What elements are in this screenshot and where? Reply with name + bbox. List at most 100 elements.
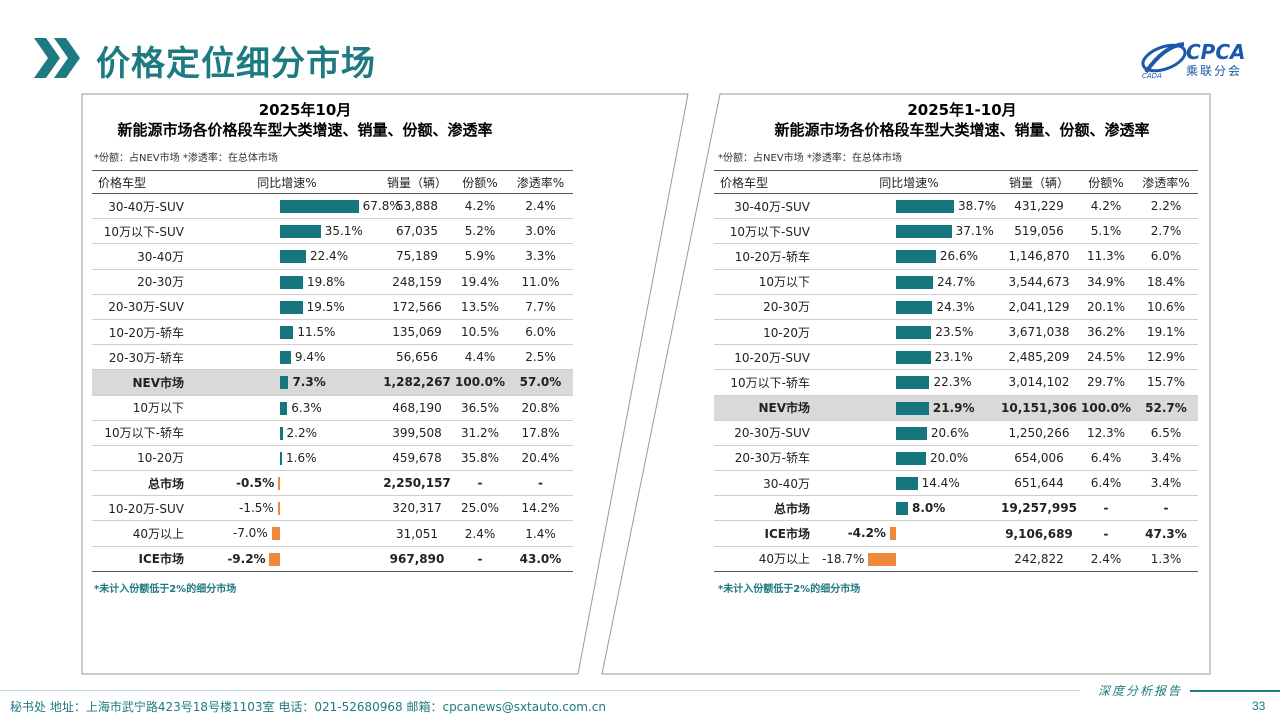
panel-title-year: 2025年1-10月	[907, 101, 1017, 119]
col-header: 渗透率%	[1134, 170, 1198, 194]
growth-label: 2.2%	[286, 425, 318, 440]
table-row: 10万以下 24.7% 3,544,673 34.9% 18.4%	[714, 269, 1198, 295]
share-value: 31.2%	[452, 420, 508, 446]
growth-cell: 38.7%	[818, 193, 1000, 220]
segment-name: 20-30万-轿车	[714, 445, 818, 472]
growth-bar-positive	[280, 250, 306, 264]
table-row: 10-20万 23.5% 3,671,038 36.2% 19.1%	[714, 319, 1198, 346]
growth-bar-positive	[280, 275, 303, 289]
growth-bar-negative	[278, 477, 280, 491]
sales-value: 399,508	[382, 420, 452, 446]
page-number: 33	[1252, 699, 1266, 713]
segment-name: 30-40万	[92, 243, 192, 270]
share-value: 2.4%	[452, 520, 508, 547]
table-row: 20-30万-SUV 20.6% 1,250,266 12.3% 6.5%	[714, 420, 1198, 446]
sales-value: 2,250,157	[382, 470, 452, 497]
penetration-value: -	[508, 470, 573, 497]
sales-value: 3,671,038	[1000, 319, 1078, 346]
share-value: 36.5%	[452, 395, 508, 421]
segment-name: 10万以下	[714, 269, 818, 295]
segment-name: 10万以下	[92, 395, 192, 421]
share-value: 4.2%	[452, 193, 508, 220]
penetration-value: 2.2%	[1134, 193, 1198, 220]
penetration-value: 3.3%	[508, 243, 573, 270]
growth-cell: 19.5%	[192, 294, 382, 320]
growth-bar-positive	[280, 351, 291, 365]
penetration-value: 6.0%	[508, 319, 573, 346]
segment-name: ICE市场	[92, 546, 192, 572]
svg-text:CADA: CADA	[1142, 72, 1162, 80]
growth-label: 22.3%	[933, 375, 972, 390]
sales-value: 3,544,673	[1000, 269, 1078, 295]
growth-label: -9.2%	[227, 551, 266, 566]
growth-cell: -4.2%	[818, 520, 1000, 547]
segment-name: NEV市场	[92, 369, 192, 396]
sales-value: 9,106,689	[1000, 520, 1078, 547]
share-value: 20.1%	[1078, 294, 1134, 320]
data-table: 价格车型 同比增速% 销量（辆） 份额% 渗透率% 30-40万-SUV 38.7…	[714, 170, 1198, 572]
table-row: 10-20万-轿车 26.6% 1,146,870 11.3% 6.0%	[714, 243, 1198, 270]
growth-label: 23.5%	[935, 324, 974, 339]
segment-name: 20-30万	[92, 269, 192, 295]
growth-cell: 20.0%	[818, 445, 1000, 472]
footer-contact: 秘书处 地址：上海市武宁路423号18号楼1103室 电话：021-526809…	[10, 700, 607, 714]
growth-cell: 21.9%	[818, 395, 1000, 421]
growth-cell: 24.3%	[818, 294, 1000, 320]
penetration-value: 3.4%	[1134, 470, 1198, 497]
table-row: 总市场 8.0% 19,257,995- -	[714, 495, 1198, 522]
share-value: 13.5%	[452, 294, 508, 320]
growth-bar-positive	[896, 275, 934, 289]
panel-october: 2025年10月 新能源市场各价格段车型大类增速、销量、份额、渗透率 *份额：占…	[80, 93, 690, 675]
col-header: 份额%	[452, 170, 508, 194]
growth-cell: -1.5%	[192, 495, 382, 522]
footer-tag: 深度分析报告	[1098, 684, 1183, 698]
growth-label: 67.8%	[362, 199, 401, 213]
segment-name: 20-30万-SUV	[92, 294, 192, 320]
share-value: 29.7%	[1078, 369, 1134, 396]
growth-label: 21.9%	[932, 400, 975, 415]
growth-cell: 8.0%	[818, 495, 1000, 522]
share-value: -	[452, 470, 508, 497]
table-row: 20-30万-轿车 9.4% 56,656 4.4% 2.5%	[92, 344, 573, 371]
penetration-value: 6.5%	[1134, 420, 1198, 446]
penetration-value: 43.0%	[508, 546, 573, 572]
growth-cell: 7.3%	[192, 369, 382, 396]
table-row: 20-30万-SUV 19.5% 172,566 13.5% 7.7%	[92, 294, 573, 320]
footer-accent-line	[1190, 690, 1280, 692]
share-value: 11.3%	[1078, 243, 1134, 270]
share-value: 6.4%	[1078, 470, 1134, 497]
segment-name: 40万以上	[92, 520, 192, 547]
sales-value: 248,159	[382, 269, 452, 295]
penetration-value: 57.0%	[508, 369, 573, 396]
col-header: 价格车型	[92, 170, 192, 194]
growth-cell: -7.0%	[192, 520, 382, 547]
sales-value: 519,056	[1000, 218, 1078, 245]
segment-name: 10-20万-SUV	[92, 495, 192, 522]
table-row: 20-30万 19.8% 248,159 19.4% 11.0%	[92, 269, 573, 295]
segment-name: 10万以下-轿车	[714, 369, 818, 396]
penetration-value: -	[1134, 495, 1198, 522]
col-header: 渗透率%	[508, 170, 573, 194]
sales-value: 654,006	[1000, 445, 1078, 472]
growth-label: 24.7%	[937, 274, 976, 289]
logo-text: CPCA	[1186, 40, 1246, 64]
penetration-value: 3.4%	[1134, 445, 1198, 472]
growth-label: 14.4%	[921, 476, 960, 491]
table-row: 10-20万-SUV 23.1% 2,485,209 24.5% 12.9%	[714, 344, 1198, 371]
growth-label: 6.3%	[291, 400, 322, 415]
share-value: 19.4%	[452, 269, 508, 295]
growth-bar-positive	[896, 477, 918, 491]
segment-name: 10-20万-轿车	[92, 319, 192, 346]
growth-label: 22.4%	[309, 249, 349, 264]
growth-label: 35.1%	[324, 224, 363, 239]
table-row: 10-20万-SUV -1.5% 320,317 25.0% 14.2%	[92, 495, 573, 522]
growth-bar-positive	[280, 225, 321, 239]
share-value: 36.2%	[1078, 319, 1134, 346]
growth-bar-positive	[280, 426, 283, 440]
growth-label: -0.5%	[236, 476, 275, 491]
penetration-value: 2.7%	[1134, 218, 1198, 245]
share-value: 5.2%	[452, 218, 508, 245]
segment-name: 20-30万-轿车	[92, 344, 192, 371]
share-value: -	[1078, 495, 1134, 522]
table-row: 30-40万-SUV 67.8% 53,888 4.2% 2.4%	[92, 193, 573, 220]
